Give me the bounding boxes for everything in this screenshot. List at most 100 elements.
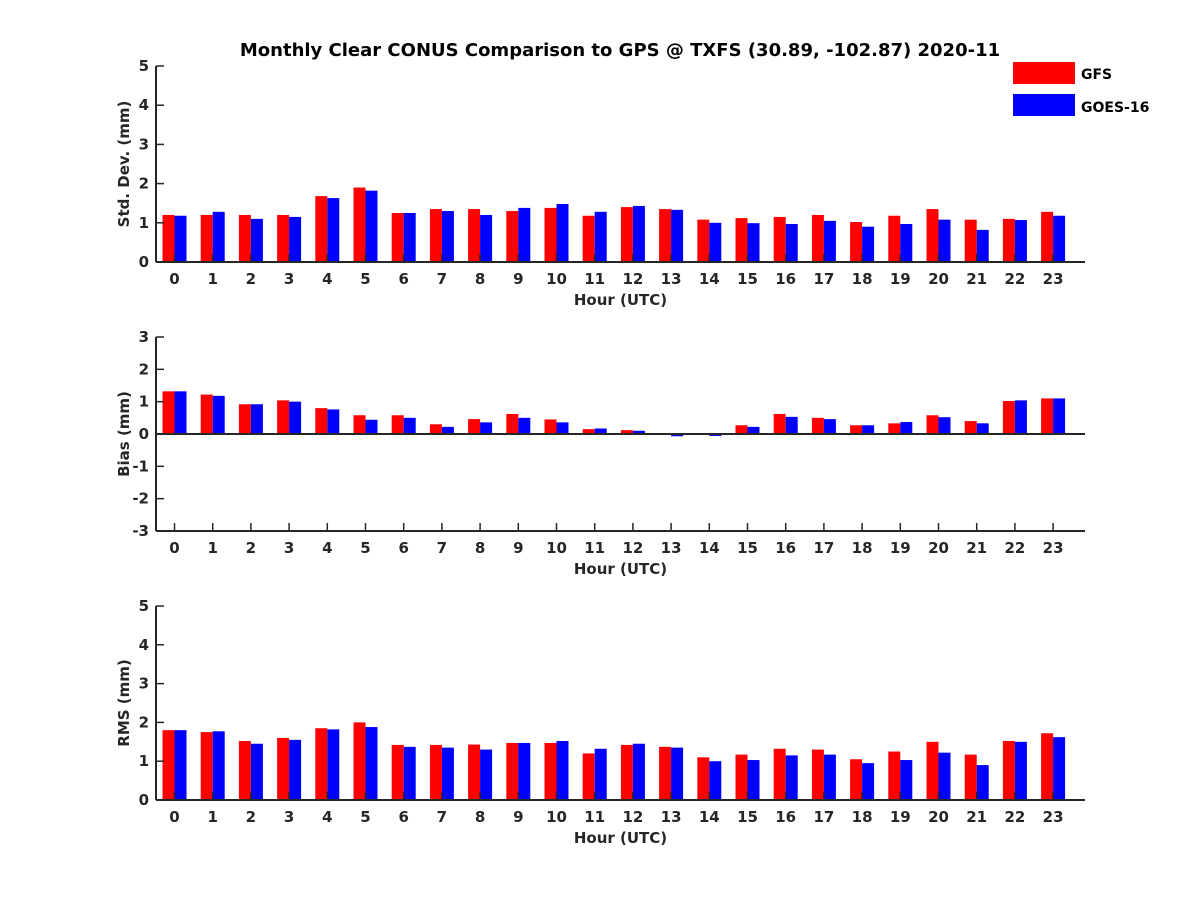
legend-swatch-gfs — [1013, 62, 1075, 84]
std-dev-y-tick-label: 4 — [139, 96, 149, 114]
rms-bar-goes16-6 — [403, 746, 416, 800]
rms-x-tick-label: 4 — [322, 808, 332, 826]
rms-x-tick-label: 21 — [966, 808, 987, 826]
rms-bar-goes16-23 — [1053, 737, 1066, 800]
rms-bar-gfs-12 — [620, 744, 633, 800]
std-dev-bar-gfs-19 — [888, 215, 901, 262]
rms-x-tick-label: 2 — [246, 808, 256, 826]
rms-x-tick-label: 20 — [928, 808, 949, 826]
std-dev-x-tick-label: 12 — [622, 270, 643, 288]
bias-x-tick-label: 9 — [513, 539, 523, 557]
rms-bar-gfs-7 — [429, 744, 442, 800]
rms-bar-goes16-17 — [823, 754, 836, 800]
rms-bar-gfs-9 — [506, 742, 519, 800]
bias-x-tick-label: 14 — [699, 539, 720, 557]
std-dev-bar-goes16-3 — [289, 216, 302, 262]
rms-bar-goes16-9 — [518, 742, 531, 800]
rms-bar-gfs-11 — [582, 753, 595, 800]
rms-x-tick-label: 10 — [546, 808, 567, 826]
std-dev-x-tick-label: 17 — [813, 270, 834, 288]
bias-x-tick-label: 22 — [1004, 539, 1025, 557]
bias-bar-goes16-3 — [289, 401, 302, 434]
bias-bar-goes16-2 — [250, 404, 263, 434]
rms-bar-gfs-20 — [926, 741, 939, 800]
rms-bar-gfs-15 — [735, 754, 748, 800]
rms-bar-gfs-0 — [162, 730, 175, 800]
std-dev-bar-gfs-20 — [926, 209, 939, 262]
rms-bar-goes16-2 — [250, 743, 263, 800]
bias-bar-goes16-1 — [212, 395, 225, 434]
rms-x-tick-label: 23 — [1043, 808, 1064, 826]
bias-bar-gfs-11 — [582, 429, 595, 434]
bias-y-tick-label: 3 — [139, 328, 149, 346]
std-dev-y-tick-label: 3 — [139, 135, 149, 153]
bias-x-tick-label: 23 — [1043, 539, 1064, 557]
rms-y-tick-label: 5 — [139, 597, 149, 615]
bias-bar-gfs-19 — [888, 423, 901, 434]
std-dev-bar-goes16-7 — [441, 211, 454, 262]
std-dev-bar-gfs-22 — [1002, 218, 1015, 262]
std-dev-bar-gfs-6 — [391, 213, 404, 262]
bias-y-tick-label: -2 — [132, 490, 149, 508]
rms-bar-gfs-5 — [353, 722, 366, 800]
rms-x-tick-label: 8 — [475, 808, 485, 826]
std-dev-y-tick-label: 5 — [139, 57, 149, 75]
std-dev-bar-gfs-16 — [773, 216, 786, 262]
bias-bar-gfs-18 — [850, 425, 863, 434]
bias-x-tick-label: 13 — [661, 539, 682, 557]
bias-bar-goes16-8 — [480, 422, 493, 434]
rms-bar-gfs-6 — [391, 744, 404, 800]
rms-bar-goes16-8 — [480, 749, 493, 800]
bias-bar-gfs-22 — [1002, 401, 1015, 434]
rms-x-tick-label: 7 — [437, 808, 447, 826]
bias-bar-goes16-6 — [403, 417, 416, 434]
std-dev-x-tick-label: 3 — [284, 270, 294, 288]
std-dev-bar-goes16-1 — [212, 211, 225, 262]
bias-bar-gfs-23 — [1041, 398, 1054, 434]
rms-bar-gfs-21 — [964, 754, 977, 800]
std-dev-bar-gfs-21 — [964, 219, 977, 262]
bias-x-tick-label: 11 — [584, 539, 605, 557]
std-dev-bar-goes16-9 — [518, 207, 531, 262]
rms-bar-goes16-20 — [938, 752, 951, 800]
bias-bar-gfs-20 — [926, 415, 939, 434]
bias-bar-goes16-18 — [862, 425, 875, 434]
bias-x-tick-label: 10 — [546, 539, 567, 557]
bias-bar-gfs-10 — [544, 419, 557, 434]
std-dev-x-tick-label: 22 — [1004, 270, 1025, 288]
std-dev-x-tick-label: 23 — [1043, 270, 1064, 288]
std-dev-bar-goes16-8 — [480, 214, 493, 262]
bias-bar-goes16-12 — [632, 430, 645, 434]
std-dev-x-tick-label: 11 — [584, 270, 605, 288]
rms-x-tick-label: 11 — [584, 808, 605, 826]
std-dev-bar-goes16-5 — [365, 190, 378, 262]
std-dev-y-tick-label: 2 — [139, 175, 149, 193]
bias-x-tick-label: 5 — [360, 539, 370, 557]
rms-x-tick-label: 9 — [513, 808, 523, 826]
legend: GFS GOES-16 — [1013, 62, 1149, 116]
std-dev-bar-gfs-0 — [162, 214, 175, 262]
rms-bar-gfs-16 — [773, 748, 786, 800]
rms-bar-gfs-17 — [811, 749, 824, 800]
rms-x-tick-label: 0 — [169, 808, 179, 826]
std-dev-bar-goes16-15 — [747, 223, 760, 262]
std-dev-x-tick-label: 19 — [890, 270, 911, 288]
bias-y-tick-label: 2 — [139, 360, 149, 378]
rms-bar-goes16-1 — [212, 731, 225, 800]
bias-bar-goes16-7 — [441, 426, 454, 434]
rms-bar-goes16-13 — [671, 747, 684, 800]
bias-bar-goes16-13 — [671, 434, 684, 437]
rms-bar-gfs-4 — [315, 728, 328, 800]
legend-label-goes16: GOES-16 — [1081, 100, 1149, 116]
bias-bar-gfs-3 — [277, 400, 290, 434]
rms-x-tick-label: 22 — [1004, 808, 1025, 826]
rms-bar-goes16-4 — [327, 729, 340, 800]
bias-bar-gfs-4 — [315, 408, 328, 434]
rms-bar-goes16-14 — [709, 761, 722, 800]
std-dev-bar-goes16-0 — [174, 215, 187, 262]
std-dev-x-tick-label: 21 — [966, 270, 987, 288]
bias-x-tick-label: 19 — [890, 539, 911, 557]
std-dev-y-tick-label: 0 — [139, 253, 149, 271]
rms-bar-goes16-5 — [365, 727, 378, 800]
std-dev-bar-goes16-23 — [1053, 215, 1066, 262]
